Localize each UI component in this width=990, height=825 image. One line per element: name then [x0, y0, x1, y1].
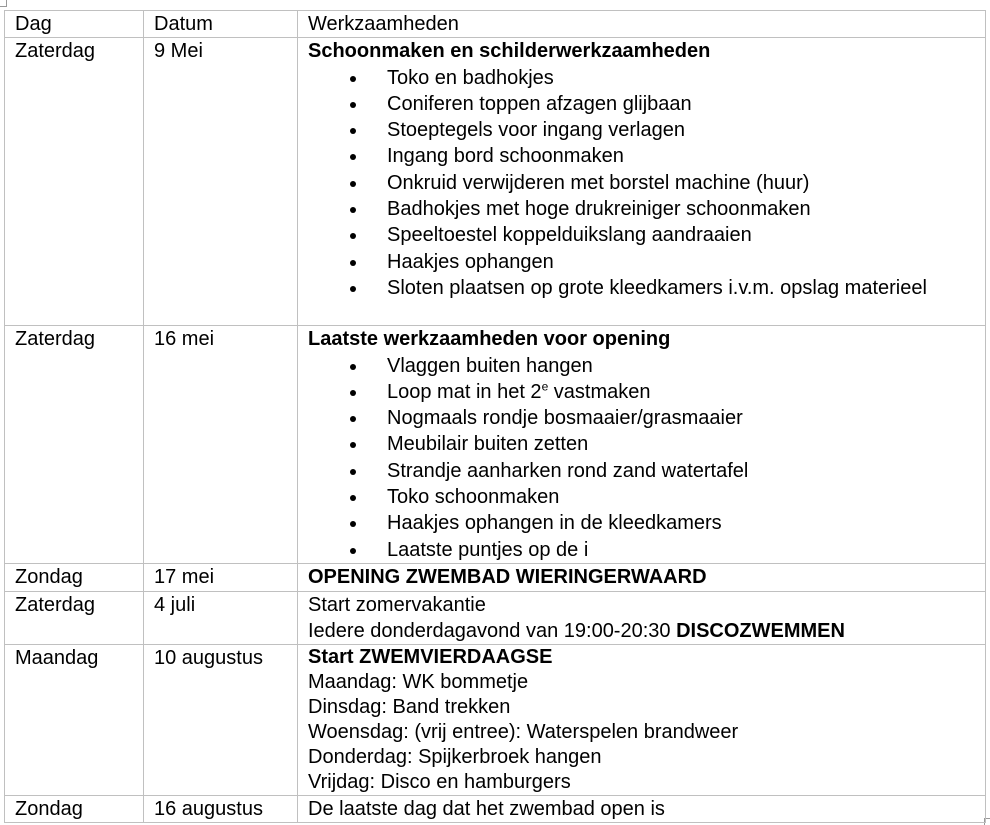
list-item: Toko schoonmaken [308, 484, 985, 510]
text-line: Donderdag: Spijkerbroek hangen [308, 746, 602, 769]
list-item: Stoeptegels voor ingang verlagen [308, 117, 985, 143]
header-datum: Datum [143, 9, 298, 39]
cell-dag: Zaterdag [4, 37, 144, 327]
list-item: Badhokjes met hoge drukreiniger schoonma… [308, 196, 985, 222]
cell-datum: 10 augustus [143, 644, 298, 797]
table-row: Zaterdag 4 juli Start zomervakantie Iede… [4, 590, 986, 646]
list-item: Strandje aanharken rond zand watertafel [308, 458, 985, 484]
text-line-bold: DISCOZWEMMEN [676, 619, 845, 642]
task-title: Laatste werkzaamheden voor opening [308, 328, 671, 351]
cell-datum: 9 Mei [143, 37, 298, 327]
cell-dag: Zaterdag [4, 590, 144, 646]
cell-dag: Zondag [4, 795, 144, 824]
table-row: Zondag 17 mei OPENING ZWEMBAD WIERINGERW… [4, 563, 986, 592]
text-line-part: Iedere donderdagavond van 19:00-20:30 [308, 619, 677, 642]
cell-datum: 16 augustus [143, 795, 298, 824]
schedule-table: Dag Datum Werkzaamheden Zaterdag 9 Mei S… [4, 9, 986, 824]
list-item: Onkruid verwijderen met borstel machine … [308, 170, 985, 196]
cell-dag: Zondag [4, 563, 144, 592]
task-list: Toko en badhokjes Coniferen toppen afzag… [308, 65, 985, 302]
list-item: Meubilair buiten zetten [308, 431, 985, 457]
table-row: Zaterdag 9 Mei Schoonmaken en schilderwe… [4, 37, 986, 327]
cell-werkzaamheden: Start ZWEMVIERDAAGSE Maandag: WK bommetj… [297, 644, 986, 797]
cell-datum: 17 mei [143, 563, 298, 592]
cell-werkzaamheden: Laatste werkzaamheden voor opening Vlagg… [297, 325, 986, 565]
list-item: Sloten plaatsen op grote kleedkamers i.v… [308, 275, 985, 301]
cell-dag: Maandag [4, 644, 144, 797]
cell-werkzaamheden: Schoonmaken en schilderwerkzaamheden Tok… [297, 37, 986, 327]
list-item: Loop mat in het 2e vastmaken [308, 379, 985, 405]
list-item: Speeltoestel koppelduikslang aandraaien [308, 222, 985, 248]
cell-dag: Zaterdag [4, 325, 144, 565]
cell-datum: 16 mei [143, 325, 298, 565]
superscript: e [541, 379, 549, 394]
list-item: Vlaggen buiten hangen [308, 353, 985, 379]
table-row: Zaterdag 16 mei Laatste werkzaamheden vo… [4, 325, 986, 565]
cell-werkzaamheden: Start zomervakantie Iedere donderdagavon… [297, 590, 986, 646]
cell-werkzaamheden: OPENING ZWEMBAD WIERINGERWAARD [297, 563, 986, 592]
task-title: Start ZWEMVIERDAAGSE [308, 646, 553, 669]
list-item: Haakjes ophangen in de kleedkamers [308, 510, 985, 536]
text-line: Start zomervakantie [308, 593, 486, 616]
task-title: OPENING ZWEMBAD WIERINGERWAARD [308, 566, 707, 589]
page-corner-mark [0, 0, 7, 7]
task-list: Vlaggen buiten hangen Loop mat in het 2e… [308, 353, 985, 563]
cell-werkzaamheden: De laatste dag dat het zwembad open is [297, 795, 986, 824]
header-werkzaamheden: Werkzaamheden [297, 9, 986, 39]
cell-datum: 4 juli [143, 590, 298, 646]
list-item-text: Loop mat in het 2 [387, 380, 542, 403]
list-item: Haakjes ophangen [308, 249, 985, 275]
table-header-row: Dag Datum Werkzaamheden [4, 9, 986, 39]
list-item: Ingang bord schoonmaken [308, 143, 985, 169]
text-line: Maandag: WK bommetje [308, 671, 529, 694]
header-dag: Dag [4, 9, 144, 39]
list-item: Coniferen toppen afzagen glijbaan [308, 91, 985, 117]
list-item: Nogmaals rondje bosmaaier/grasmaaier [308, 405, 985, 431]
text-line: Woensdag: (vrij entree): Waterspelen bra… [308, 721, 739, 744]
text-line: Iedere donderdagavond van 19:00-20:30 DI… [308, 618, 985, 644]
list-item: Toko en badhokjes [308, 65, 985, 91]
table-row: Zondag 16 augustus De laatste dag dat he… [4, 795, 986, 824]
text-line: Vrijdag: Disco en hamburgers [308, 771, 571, 794]
table-row: Maandag 10 augustus Start ZWEMVIERDAAGSE… [4, 644, 986, 797]
task-title: Schoonmaken en schilderwerkzaamheden [308, 40, 711, 63]
text-line: Dinsdag: Band trekken [308, 696, 511, 719]
list-item: Laatste puntjes op de i [308, 537, 985, 563]
list-item-text: vastmaken [548, 380, 651, 403]
